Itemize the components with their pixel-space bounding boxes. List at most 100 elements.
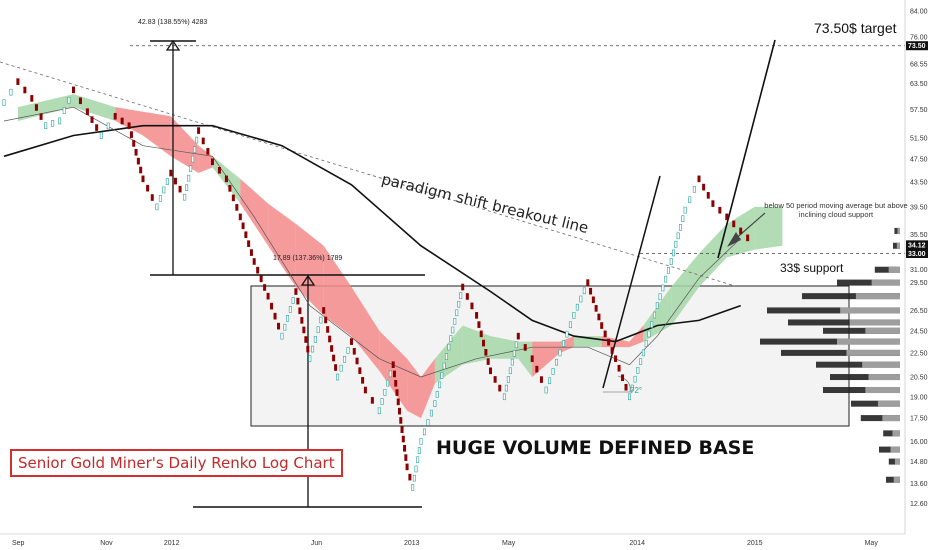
renko-brick bbox=[183, 193, 187, 201]
renko-brick bbox=[400, 426, 404, 434]
renko-brick bbox=[291, 297, 295, 304]
renko-brick bbox=[655, 302, 659, 309]
y-tick-label: 22.50 bbox=[910, 350, 928, 357]
renko-brick bbox=[247, 240, 251, 247]
renko-brick bbox=[34, 104, 38, 111]
renko-brick bbox=[412, 474, 416, 482]
volume-bar-inner bbox=[862, 361, 900, 368]
base-label: HUGE VOLUME DEFINED BASE bbox=[436, 437, 755, 459]
renko-brick bbox=[579, 295, 583, 303]
renko-brick bbox=[252, 258, 256, 265]
volume-bar-inner bbox=[888, 266, 900, 273]
cloud-segment bbox=[143, 111, 171, 157]
renko-brick bbox=[326, 326, 330, 333]
renko-brick bbox=[470, 302, 474, 310]
renko-brick bbox=[568, 321, 572, 329]
renko-brick bbox=[683, 206, 687, 214]
renko-brick bbox=[572, 312, 576, 319]
renko-brick bbox=[447, 343, 451, 351]
price-tag-label: 33.00 bbox=[908, 251, 926, 258]
volume-bar bbox=[860, 415, 900, 422]
renko-brick bbox=[352, 347, 356, 355]
renko-brick bbox=[396, 398, 400, 406]
x-tick-label: 2014 bbox=[629, 540, 645, 547]
projection-line bbox=[717, 39, 776, 259]
renko-brick bbox=[150, 194, 154, 201]
renko-brick bbox=[672, 249, 676, 257]
renko-brick bbox=[732, 220, 736, 228]
renko-brick bbox=[633, 375, 637, 383]
cloud-segment bbox=[754, 206, 783, 250]
renko-brick bbox=[386, 379, 390, 387]
renko-brick bbox=[235, 204, 239, 211]
renko-brick bbox=[132, 140, 136, 147]
renko-brick bbox=[266, 292, 270, 300]
cloud-segment bbox=[532, 341, 560, 378]
renko-brick bbox=[544, 386, 548, 394]
renko-brick bbox=[169, 169, 173, 177]
volume-bar-inner bbox=[890, 446, 900, 453]
renko-brick bbox=[475, 312, 479, 319]
renko-brick bbox=[666, 267, 670, 274]
x-tick-label: Jun bbox=[311, 540, 322, 547]
renko-brick bbox=[189, 165, 193, 172]
renko-brick bbox=[296, 297, 300, 305]
cloud-segment bbox=[490, 336, 519, 359]
renko-brick bbox=[449, 335, 453, 342]
renko-brick bbox=[383, 389, 387, 396]
renko-brick bbox=[621, 374, 625, 382]
renko-brick bbox=[535, 365, 539, 373]
renko-brick bbox=[453, 318, 457, 325]
renko-brick bbox=[455, 309, 459, 317]
cloud-segment bbox=[295, 223, 324, 316]
renko-brick bbox=[411, 484, 415, 491]
renko-brick bbox=[558, 349, 562, 357]
price-axis: 84.00 76.00 68.55 63.50 57.50 51.50 47.50 43.50… bbox=[904, 0, 928, 534]
renko-brick bbox=[141, 175, 145, 183]
renko-brick bbox=[377, 407, 381, 415]
renko-brick bbox=[688, 196, 692, 204]
moving-average-long-line bbox=[3, 124, 741, 343]
renko-brick bbox=[139, 166, 143, 174]
renko-brick bbox=[78, 97, 82, 105]
renko-brick bbox=[302, 326, 306, 334]
renko-brick bbox=[440, 372, 444, 379]
renko-brick bbox=[72, 86, 76, 94]
renko-brick bbox=[2, 99, 6, 107]
renko-brick bbox=[658, 293, 662, 301]
renko-brick bbox=[185, 184, 189, 191]
measure-top-arrowhead bbox=[165, 39, 181, 51]
renko-brick bbox=[270, 302, 274, 310]
renko-brick bbox=[311, 345, 315, 353]
renko-brick bbox=[392, 370, 396, 378]
renko-brick bbox=[165, 178, 169, 185]
volume-bar bbox=[823, 387, 900, 394]
cloud-segment bbox=[268, 203, 296, 288]
volume-bar bbox=[894, 227, 900, 234]
volume-bar bbox=[760, 338, 900, 345]
y-tick-label: 84.00 bbox=[910, 9, 928, 16]
renko-brick bbox=[193, 146, 197, 153]
renko-brick bbox=[461, 283, 465, 291]
renko-brick bbox=[516, 332, 520, 340]
renko-brick bbox=[435, 390, 439, 398]
renko-brick bbox=[641, 349, 645, 357]
moving-average-note: below 50 period moving average but above… bbox=[764, 201, 908, 219]
volume-bar-inner bbox=[855, 293, 900, 300]
renko-brick bbox=[506, 376, 510, 383]
renko-brick bbox=[416, 456, 420, 464]
cloud-segment bbox=[115, 107, 143, 136]
y-tick-label: 31.00 bbox=[910, 267, 928, 274]
cloud-segment bbox=[240, 178, 269, 246]
renko-brick bbox=[493, 376, 497, 383]
renko-brick bbox=[283, 323, 287, 331]
renko-brick bbox=[530, 355, 534, 363]
renko-brick bbox=[561, 340, 565, 347]
renko-brick bbox=[288, 306, 292, 313]
renko-brick bbox=[405, 463, 409, 471]
renko-brick bbox=[644, 340, 648, 347]
renko-brick bbox=[336, 373, 340, 381]
renko-brick bbox=[355, 357, 359, 365]
renko-brick bbox=[706, 192, 710, 199]
renko-brick bbox=[486, 358, 490, 365]
